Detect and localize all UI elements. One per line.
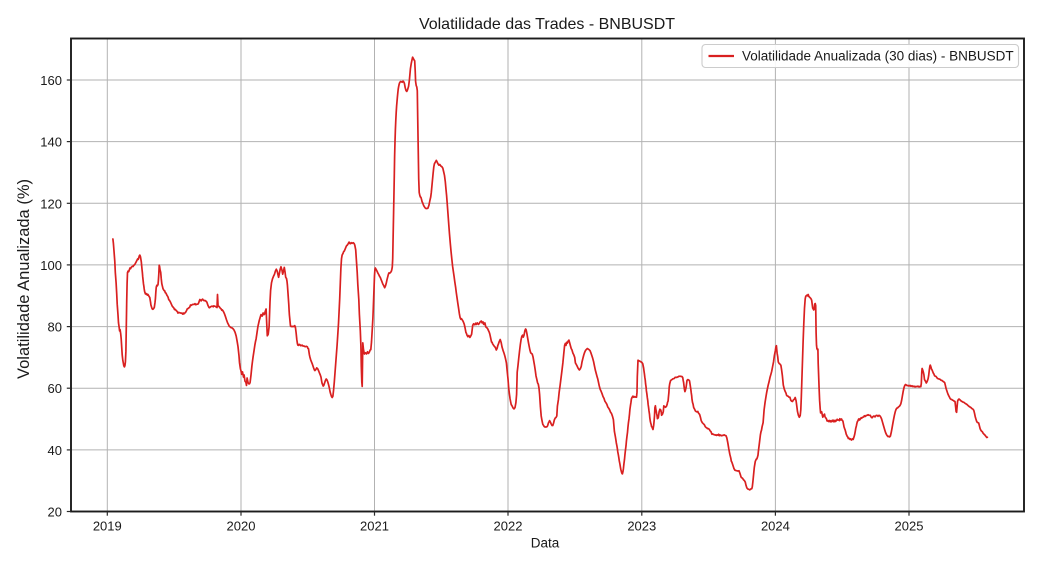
svg-text:40: 40 xyxy=(48,443,62,458)
svg-text:140: 140 xyxy=(40,135,62,150)
svg-text:Volatilidade Anualizada (%): Volatilidade Anualizada (%) xyxy=(15,179,33,379)
svg-text:100: 100 xyxy=(40,258,62,273)
svg-text:2024: 2024 xyxy=(761,518,790,533)
svg-text:2019: 2019 xyxy=(93,518,122,533)
svg-text:2020: 2020 xyxy=(227,518,256,533)
svg-text:120: 120 xyxy=(40,196,62,211)
svg-text:2022: 2022 xyxy=(494,518,523,533)
svg-text:2025: 2025 xyxy=(895,518,924,533)
svg-text:2021: 2021 xyxy=(360,518,389,533)
svg-text:160: 160 xyxy=(40,73,62,88)
svg-text:20: 20 xyxy=(48,505,62,520)
svg-text:60: 60 xyxy=(48,381,62,396)
svg-text:2023: 2023 xyxy=(627,518,656,533)
svg-text:80: 80 xyxy=(48,320,62,335)
svg-text:Volatilidade Anualizada (30 di: Volatilidade Anualizada (30 dias) - BNBU… xyxy=(742,49,1014,64)
svg-text:Data: Data xyxy=(531,536,560,551)
svg-text:Volatilidade das Trades - BNBU: Volatilidade das Trades - BNBUSDT xyxy=(419,16,675,33)
